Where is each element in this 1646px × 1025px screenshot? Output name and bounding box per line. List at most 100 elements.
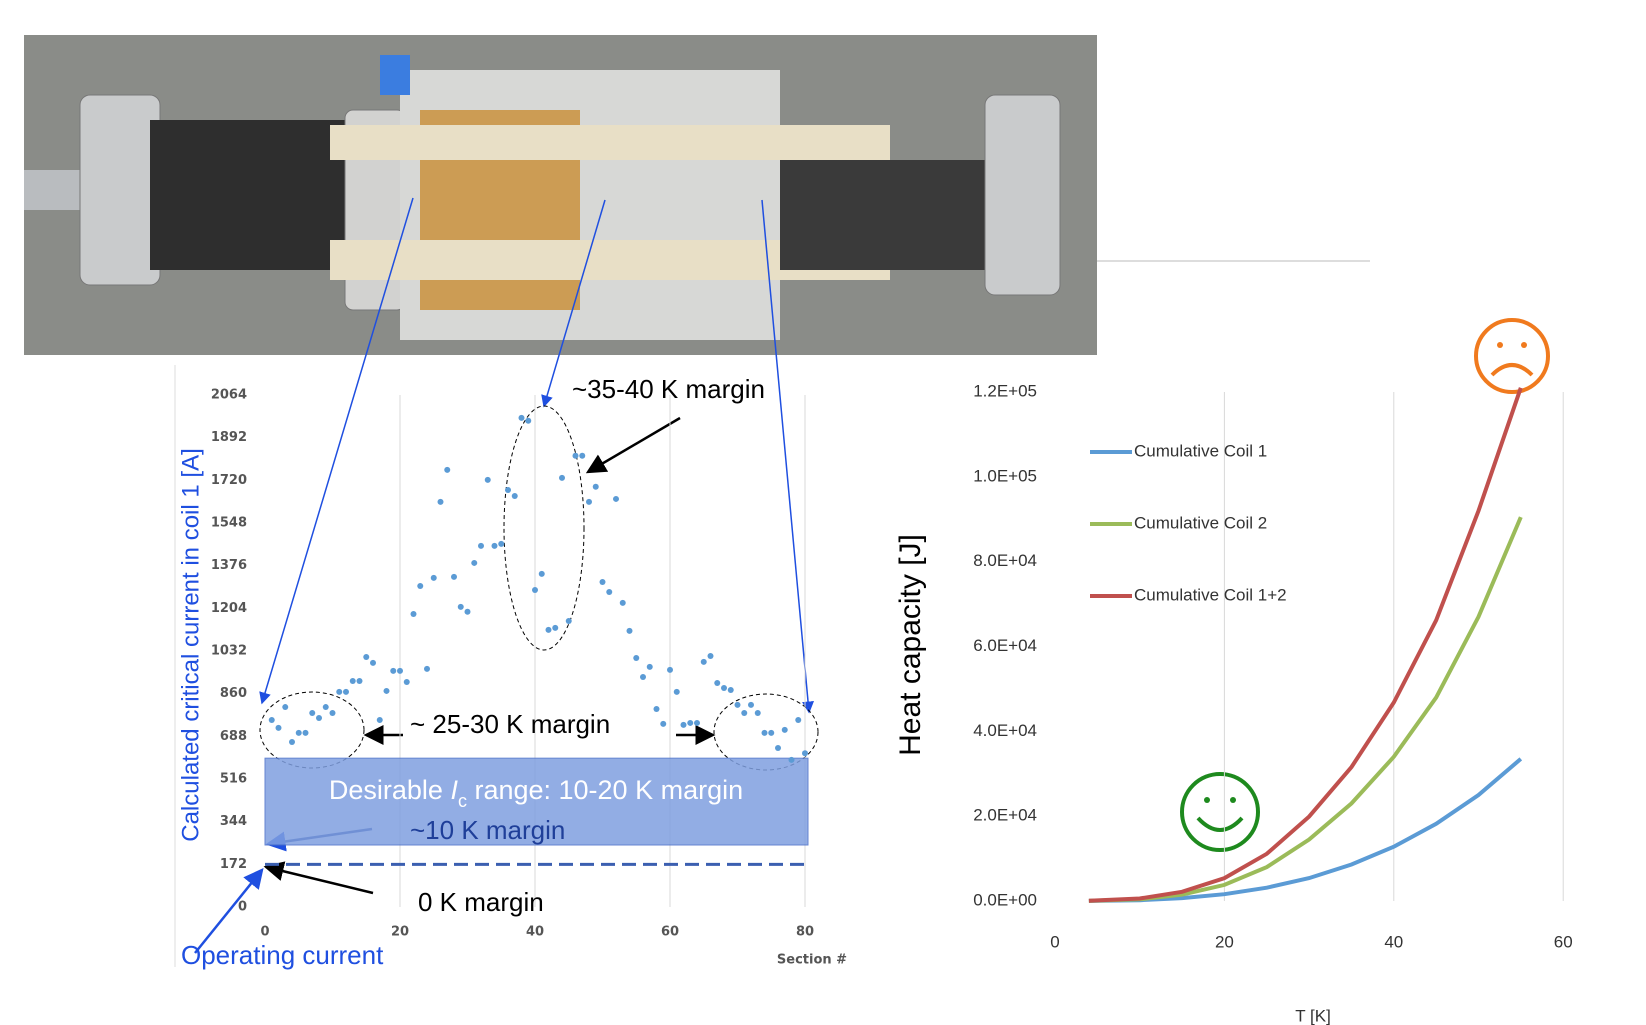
y-tick-label: 688: [220, 729, 247, 744]
point: [518, 414, 525, 421]
series-line: [1088, 757, 1523, 903]
point: [653, 706, 660, 713]
x-tick-label: 0: [260, 925, 269, 940]
x-tick-label: 0: [1050, 932, 1059, 951]
y-tick-label: 1204: [211, 601, 247, 616]
point: [410, 611, 417, 618]
point: [748, 701, 754, 708]
x-axis-label: T [K]: [1295, 1006, 1331, 1025]
black-arrows: [194, 416, 716, 954]
point: [397, 667, 403, 674]
point: [295, 729, 302, 736]
y-tick-label: 0.0E+00: [973, 890, 1037, 909]
point: [383, 687, 390, 694]
point: [599, 579, 606, 586]
point: [316, 714, 322, 721]
point: [646, 663, 653, 670]
photo: [24, 35, 1370, 355]
y-tick-label: 4.0E+04: [973, 721, 1037, 740]
point: [781, 726, 788, 733]
point: [403, 679, 410, 686]
y-tick-label: 1720: [211, 473, 247, 488]
point: [505, 487, 511, 494]
point: [559, 474, 565, 481]
point: [694, 719, 700, 726]
y-tick-label: 344: [220, 814, 247, 829]
point: [309, 710, 316, 717]
point: [336, 688, 343, 695]
point: [586, 498, 592, 505]
point: [741, 710, 748, 717]
point: [592, 483, 599, 490]
point: [775, 744, 781, 751]
y-axis-label: Calculated critical current in coil 1 [A…: [177, 448, 204, 842]
y-tick-label: 1032: [211, 644, 247, 659]
band-label-part: c: [458, 791, 467, 811]
point: [707, 652, 714, 659]
point: [619, 599, 626, 606]
point: [552, 624, 559, 631]
point: [302, 729, 309, 736]
point: [376, 716, 383, 723]
point: [667, 666, 673, 673]
band-label-part: I: [450, 775, 458, 805]
point: [289, 739, 295, 746]
point: [538, 570, 545, 577]
point: [768, 729, 775, 736]
point: [788, 756, 795, 763]
y-tick-label: 1.2E+05: [973, 381, 1037, 400]
legend-label: Cumulative Coil 2: [1134, 513, 1267, 532]
point: [606, 588, 613, 595]
point: [437, 498, 444, 505]
x-axis-label: Section #: [777, 953, 847, 968]
point: [491, 542, 498, 549]
point: [714, 680, 721, 686]
point: [451, 573, 457, 580]
point: [457, 603, 464, 610]
annotation: 0 K margin: [418, 887, 544, 917]
band-label-part: Desirable: [329, 775, 451, 805]
point: [390, 667, 397, 674]
y-tick-label: 2064: [211, 388, 247, 403]
photo-arrows: [259, 197, 815, 714]
point: [673, 688, 680, 695]
y-tick-label: 0: [238, 900, 247, 915]
point: [626, 627, 633, 634]
point: [322, 704, 329, 711]
point: [565, 617, 572, 624]
point: [572, 452, 579, 459]
point: [727, 686, 734, 693]
series-line: [1088, 516, 1523, 903]
point: [370, 659, 376, 666]
point: [363, 653, 370, 660]
point: [640, 674, 646, 681]
y-tick-label: 2.0E+04: [973, 806, 1037, 825]
x-tick-label: 60: [1554, 932, 1573, 951]
point: [484, 476, 491, 483]
y-tick-label: 8.0E+04: [973, 551, 1037, 570]
x-tick-label: 20: [1215, 932, 1234, 951]
annotation: Operating current: [181, 940, 384, 970]
y-tick-label: 1548: [211, 516, 247, 531]
point: [532, 586, 538, 593]
point: [498, 540, 505, 547]
point: [687, 719, 694, 726]
point: [613, 495, 619, 502]
point: [579, 452, 586, 459]
point: [471, 559, 478, 566]
point: [349, 678, 356, 685]
point: [268, 716, 275, 723]
point: [417, 583, 424, 590]
point: [282, 704, 289, 711]
point: [734, 701, 741, 708]
point: [275, 724, 282, 731]
x-tick-label: 40: [1384, 932, 1403, 951]
point: [525, 417, 532, 424]
point: [700, 658, 707, 665]
point: [660, 720, 667, 727]
y-tick-label: 516: [220, 772, 247, 787]
annotation: ~10 K margin: [410, 815, 565, 845]
y-tick-label: 172: [220, 857, 247, 872]
legend-label: Cumulative Coil 1+2: [1134, 585, 1287, 604]
